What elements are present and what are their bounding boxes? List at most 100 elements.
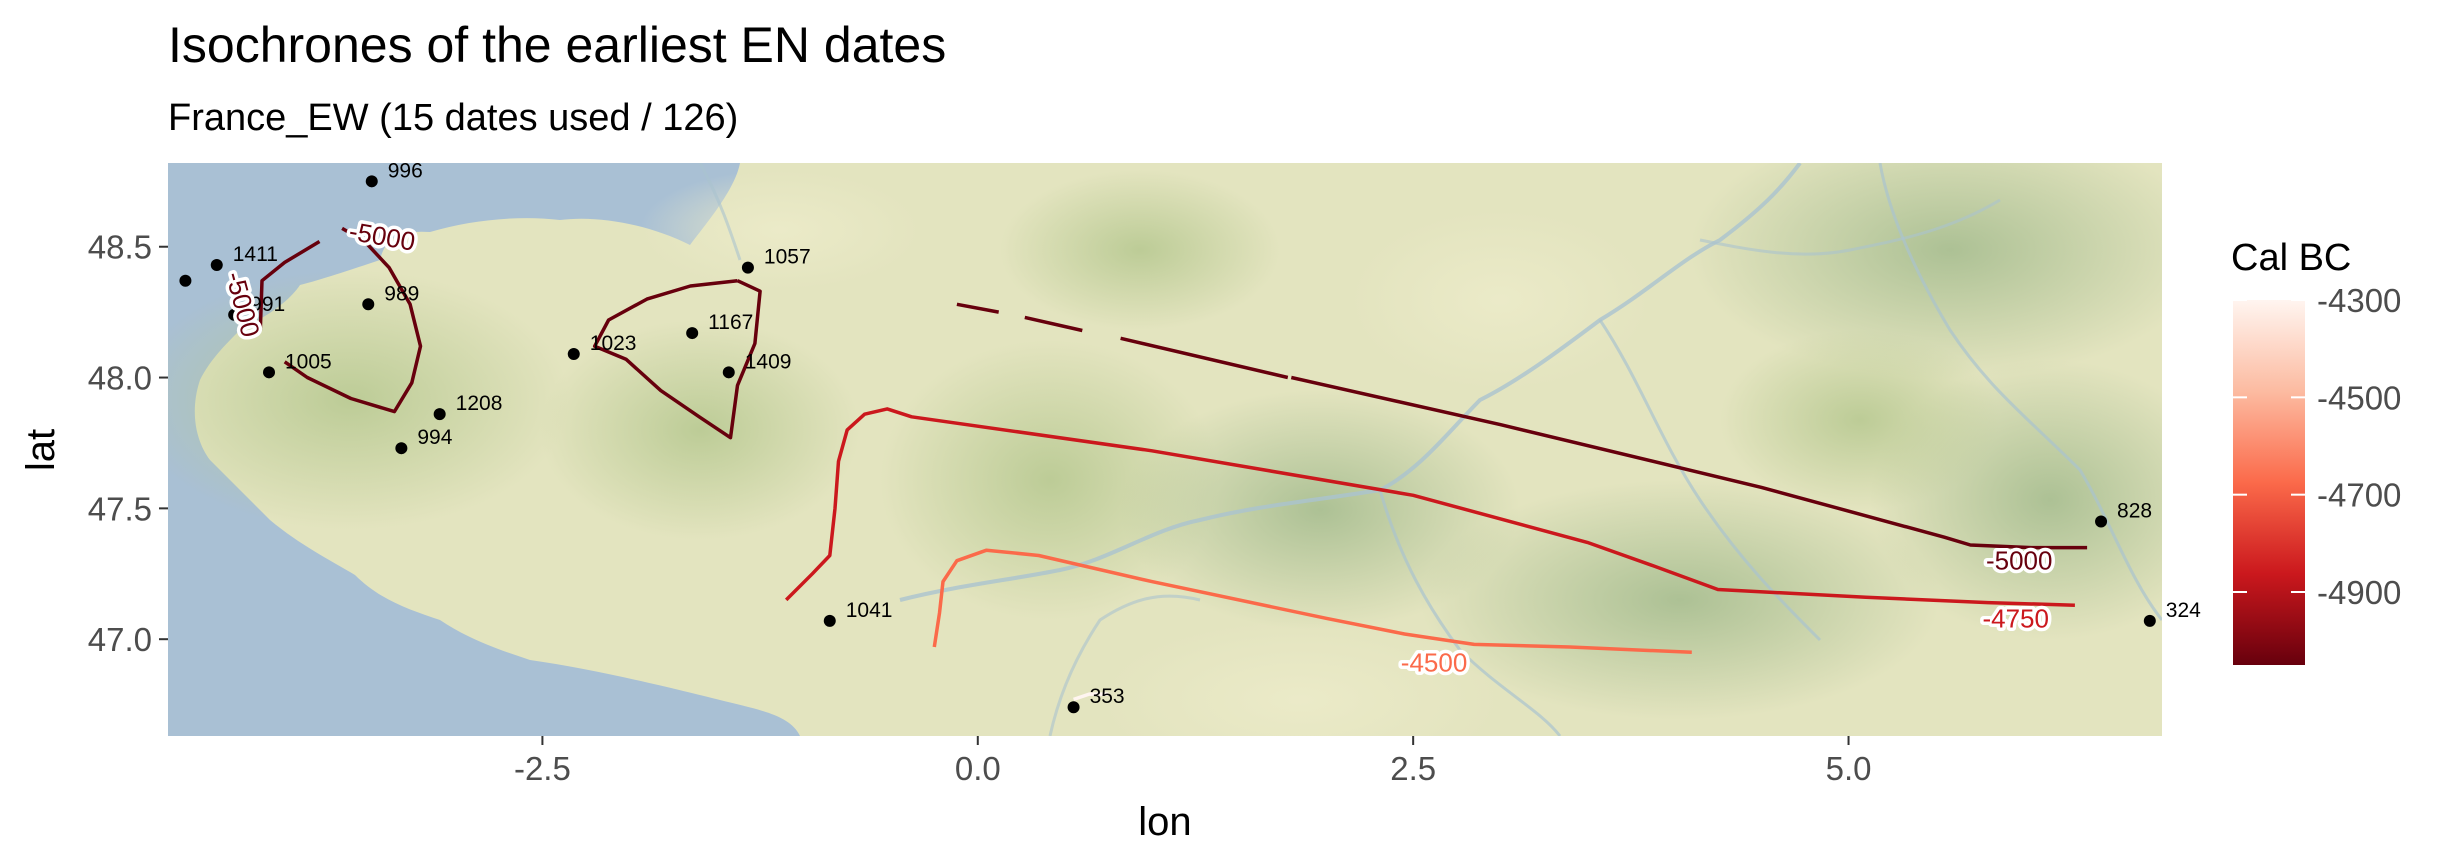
- site-point: [1067, 701, 1080, 714]
- site-marker: 828: [2095, 499, 2152, 528]
- site-label: 994: [417, 426, 452, 449]
- contour-label-halo: -5000: [1986, 546, 2053, 576]
- site-label: 828: [2117, 499, 2152, 522]
- x-axis-label: lon: [1138, 800, 1191, 844]
- isochrone-line: [1073, 692, 1109, 702]
- river: [1699, 198, 2001, 256]
- site-point: [228, 308, 241, 321]
- site-label: 353: [1090, 685, 1125, 708]
- site-label: 1409: [745, 350, 792, 373]
- legend-ticks: -4300 -4500 -4700 -4900: [2233, 282, 2401, 611]
- contour-level-label: -5000-5000: [1982, 542, 2056, 579]
- site-marker: 324: [2143, 599, 2201, 627]
- site-label: 1023: [590, 332, 637, 355]
- site-marker: 1409: [722, 350, 792, 379]
- isochrone-line: [283, 226, 423, 414]
- site-label: 1041: [846, 599, 893, 622]
- site-marker: 1023: [567, 332, 637, 360]
- isochrone-line: [784, 407, 2075, 607]
- chart-title: Isochrones of the earliest EN dates: [168, 17, 946, 73]
- contour-label-text: -4500: [1401, 648, 1468, 678]
- site-label: 996: [388, 159, 423, 182]
- isochrone-line: [932, 548, 1692, 655]
- contour-level-label: -4750-4750: [1979, 600, 2053, 637]
- isochrone-line: [1290, 375, 2088, 550]
- x-tick-label: 0.0: [955, 750, 1001, 787]
- site-point: [686, 327, 699, 340]
- site-point: [362, 298, 375, 311]
- site-label: 991: [250, 293, 285, 316]
- site-label: 1057: [764, 246, 811, 269]
- site-point: [722, 366, 735, 379]
- site-point: [395, 442, 408, 455]
- isochrone-line: [956, 302, 1000, 314]
- contour-label-halo: -4750: [1982, 603, 2049, 633]
- chart-subtitle: France_EW (15 dates used / 126): [168, 97, 738, 139]
- site-point: [210, 259, 223, 272]
- contour-label-text: -5000: [1986, 546, 2053, 576]
- y-tick-label: 48.0: [88, 360, 152, 397]
- y-tick-label: 47.0: [88, 621, 152, 658]
- sea-area: [168, 163, 800, 736]
- river: [1048, 594, 1201, 736]
- x-tick-label: 5.0: [1826, 750, 1872, 787]
- x-tick-label: 2.5: [1390, 750, 1436, 787]
- river: [1378, 489, 1562, 736]
- site-point: [365, 175, 378, 188]
- site-label: 1005: [285, 350, 332, 373]
- site-marker: 991: [228, 293, 285, 321]
- site-point: [823, 614, 836, 627]
- site-marker: 994: [395, 426, 453, 455]
- y-axis: 47.0 47.5 48.0 48.5: [88, 229, 168, 658]
- y-tick-label: 48.5: [88, 229, 152, 266]
- legend-tick-label: -4900: [2317, 574, 2401, 611]
- site-marker: 1167: [686, 311, 753, 340]
- x-axis: -2.5 0.0 2.5 5.0: [514, 736, 1871, 787]
- site-marker: 1057: [741, 246, 811, 274]
- site-marker: 1041: [823, 599, 893, 627]
- river: [1878, 163, 2162, 621]
- legend-colorbar: [2233, 300, 2305, 665]
- y-axis-label: lat: [19, 429, 63, 471]
- isochrone-line: [258, 239, 321, 331]
- river: [698, 163, 742, 261]
- site-point: [433, 408, 446, 421]
- basemap: [168, 163, 2162, 736]
- contour-label-text: -4750: [1982, 603, 2049, 633]
- site-point: [2143, 614, 2156, 627]
- x-tick-label: -2.5: [514, 750, 571, 787]
- isochrone-line: [1120, 336, 1289, 380]
- site-label: 324: [2166, 599, 2201, 622]
- site-marker: 1005: [263, 350, 332, 379]
- legend-title: Cal BC: [2231, 237, 2351, 279]
- site-marker: 996: [365, 159, 423, 188]
- site-point: [2095, 515, 2108, 528]
- site-marker: [179, 274, 192, 287]
- site-marker: 1208: [433, 392, 503, 421]
- site-marker: 989: [362, 282, 419, 311]
- site-point: [179, 274, 192, 287]
- site-point: [567, 348, 580, 360]
- site-marker: 353: [1067, 685, 1125, 714]
- legend-tick-label: -4700: [2317, 477, 2401, 514]
- legend-tick-label: -4500: [2317, 379, 2401, 416]
- river: [1598, 319, 1822, 642]
- site-label: 1411: [233, 243, 278, 266]
- site-label: 989: [384, 282, 419, 305]
- site-point: [263, 366, 276, 379]
- isochrone-line: [592, 278, 762, 440]
- color-legend: Cal BC -4300 -4500 -4700 -4900: [2231, 237, 2401, 665]
- contour-level-label: -4500-4500: [1397, 644, 1471, 681]
- site-marker: 1411: [210, 243, 278, 272]
- river: [899, 163, 1802, 602]
- site-point: [741, 261, 754, 274]
- contour-label-halo: -4500: [1401, 648, 1468, 678]
- isochrone-contours: [258, 226, 2088, 702]
- site-label: 1208: [456, 392, 503, 415]
- legend-tick-label: -4300: [2317, 282, 2401, 319]
- isochrone-line: [1024, 315, 1083, 333]
- site-label: 1167: [708, 311, 753, 334]
- y-tick-label: 47.5: [88, 490, 152, 527]
